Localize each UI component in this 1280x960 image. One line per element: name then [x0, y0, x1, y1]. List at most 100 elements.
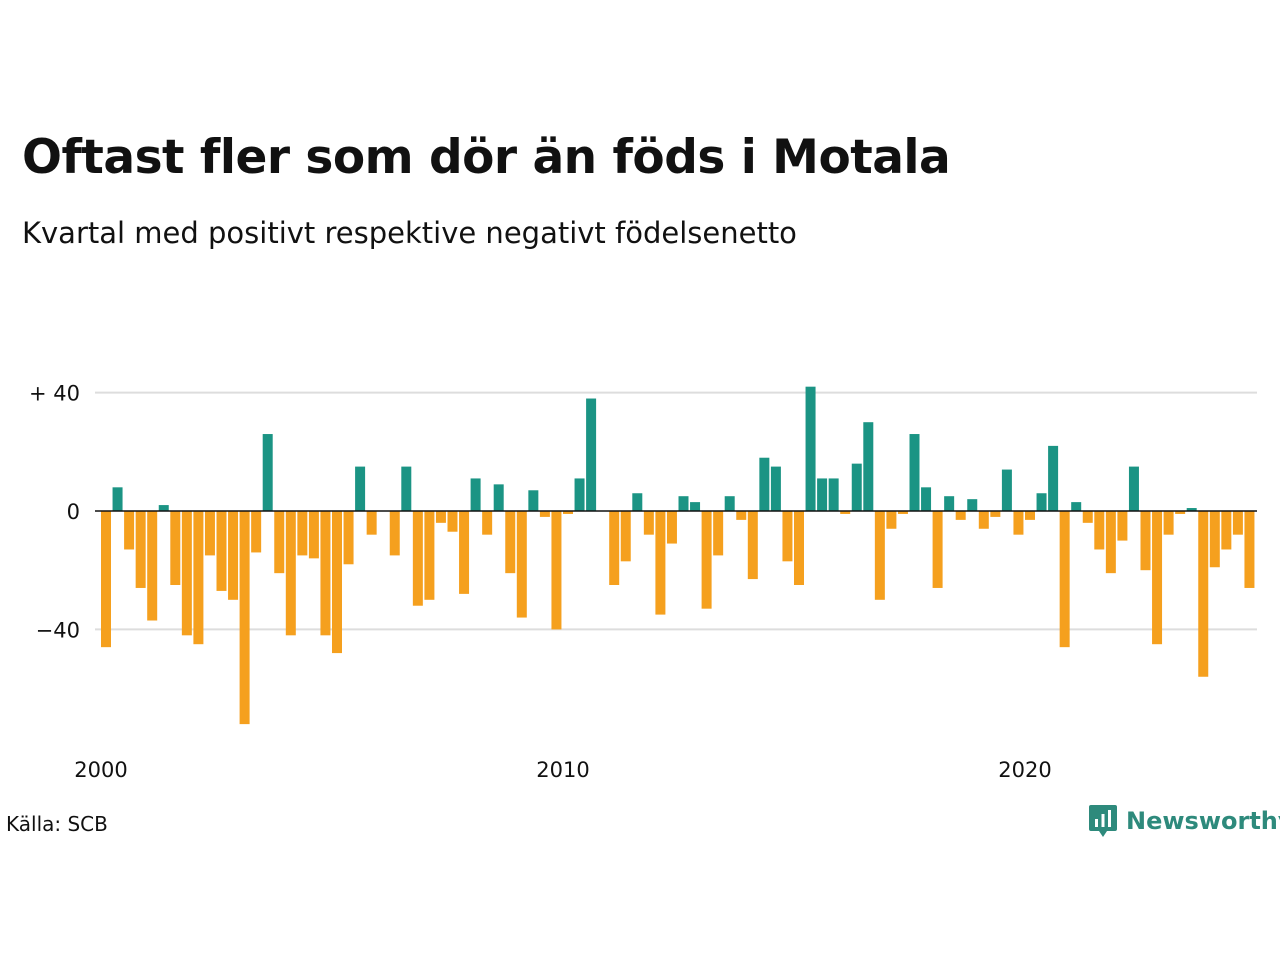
- bar: [990, 511, 1001, 517]
- bar: [1163, 511, 1174, 535]
- bar: [1198, 511, 1209, 677]
- y-tick-label: −40: [36, 618, 80, 642]
- bar: [944, 496, 955, 511]
- chart-subtitle: Kvartal med positivt respektive negativt…: [22, 216, 797, 250]
- bar: [516, 511, 527, 618]
- bar: [435, 511, 446, 523]
- bar: [1001, 469, 1012, 511]
- bar: [840, 511, 851, 514]
- bar: [759, 457, 770, 511]
- bar: [609, 511, 620, 585]
- bar: [1025, 511, 1035, 520]
- bar: [251, 511, 262, 553]
- bar: [135, 511, 146, 588]
- source-note: Källa: SCB: [6, 812, 108, 836]
- bar: [539, 511, 550, 517]
- bar: [355, 466, 366, 511]
- newsworthy-logo-icon: [1089, 805, 1117, 837]
- bar: [1244, 511, 1255, 588]
- bar: [632, 493, 643, 511]
- bar: [886, 511, 897, 529]
- bar: [193, 511, 204, 645]
- bar: [447, 511, 458, 532]
- bar: [112, 487, 123, 511]
- axis-layer: + 40 0 −40 2000 2010 2020: [29, 382, 1257, 782]
- bar: [678, 496, 689, 511]
- bar: [794, 511, 804, 585]
- bar: [909, 434, 920, 511]
- bar: [505, 511, 516, 574]
- bar: [528, 490, 539, 511]
- bar: [620, 511, 631, 562]
- bar: [1094, 511, 1105, 550]
- bar: [1186, 508, 1197, 511]
- brand-name: Newsworthy: [1126, 807, 1280, 835]
- bar: [1152, 511, 1163, 645]
- bar: [1128, 466, 1139, 511]
- bar: [563, 511, 573, 514]
- bar: [805, 386, 816, 511]
- bar: [747, 511, 758, 580]
- chart-title: Oftast fler som dör än föds i Motala: [22, 130, 951, 185]
- bar: [204, 511, 215, 556]
- bar: [863, 422, 874, 511]
- bar: [921, 487, 932, 511]
- bar: [967, 499, 978, 511]
- bar: [1140, 511, 1151, 571]
- bar: [1221, 511, 1232, 550]
- bar: [320, 511, 331, 636]
- bar: [459, 511, 470, 594]
- bar: [770, 466, 781, 511]
- bar: [366, 511, 377, 535]
- bar: [586, 398, 597, 511]
- y-tick-label: 0: [67, 500, 80, 524]
- bar: [181, 511, 192, 636]
- bar: [874, 511, 885, 600]
- bar: [655, 511, 666, 615]
- bar: [713, 511, 724, 556]
- bar: [285, 511, 296, 636]
- bar: [424, 511, 435, 600]
- x-tick-label: 2000: [74, 758, 127, 782]
- bar: [170, 511, 181, 585]
- bar: [978, 511, 989, 529]
- bar: [412, 511, 423, 606]
- bar: [643, 511, 654, 535]
- brand[interactable]: Newsworthy: [1088, 803, 1280, 839]
- bar: [551, 511, 562, 630]
- bar: [690, 502, 701, 511]
- bar: [389, 511, 400, 556]
- bar: [239, 511, 250, 725]
- bar: [216, 511, 227, 591]
- bar: [332, 511, 342, 654]
- bar: [274, 511, 285, 574]
- bar: [124, 511, 135, 550]
- bar: [1013, 511, 1024, 535]
- bar: [897, 511, 908, 514]
- bar: [666, 511, 677, 544]
- bar: [817, 478, 828, 511]
- bar: [955, 511, 966, 520]
- x-tick-label: 2010: [536, 758, 589, 782]
- bar: [724, 496, 735, 511]
- bar: [1036, 493, 1047, 511]
- bar: [401, 466, 412, 511]
- bar: [470, 478, 481, 511]
- bar: [1082, 511, 1093, 523]
- x-tick-label: 2020: [998, 758, 1051, 782]
- bar: [158, 505, 169, 511]
- bar: [574, 478, 585, 511]
- bar-layer: [101, 386, 1255, 725]
- bar: [1059, 511, 1070, 648]
- bar: [701, 511, 712, 609]
- bar: [297, 511, 308, 556]
- bar: [1175, 511, 1186, 514]
- bar: [782, 511, 793, 562]
- bar: [828, 478, 839, 511]
- bar: [308, 511, 319, 559]
- bar: [851, 463, 862, 511]
- bar: [262, 434, 273, 511]
- bar: [1048, 445, 1059, 511]
- bar: [1232, 511, 1243, 535]
